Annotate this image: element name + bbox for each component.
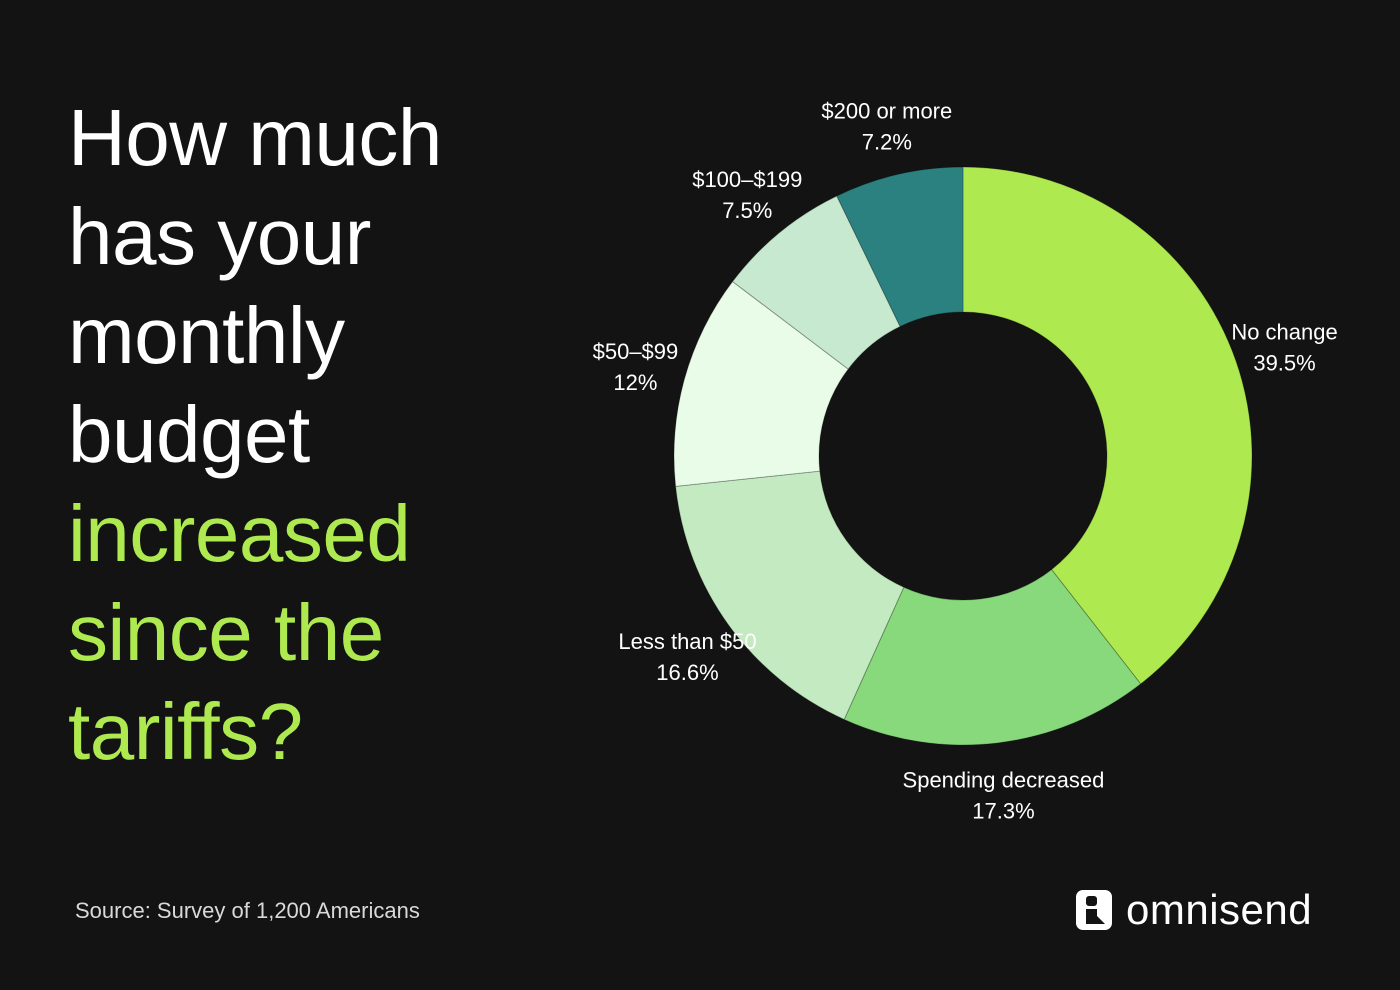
- slice-value-label: 12%: [613, 370, 657, 395]
- donut-labels: No change 39.5% Spending decreased 17.3% Les…: [593, 99, 1338, 824]
- headline-accent-line: tariffs?: [68, 687, 303, 776]
- slice-category-label: No change: [1231, 319, 1337, 344]
- slice-label: $100–$199 7.5%: [692, 167, 802, 223]
- donut-slice: [675, 470, 905, 721]
- headline: How much has your monthly budget increas…: [68, 88, 588, 781]
- slice-label: $50–$99 12%: [593, 339, 679, 395]
- slice-label: Spending decreased 17.3%: [903, 768, 1105, 824]
- slice-label: Less than $50 16.6%: [618, 629, 756, 685]
- slice-value-label: 39.5%: [1253, 350, 1315, 375]
- omnisend-logo-icon: [1076, 890, 1112, 930]
- source-note: Source: Survey of 1,200 Americans: [75, 898, 420, 923]
- brand-name: omnisend: [1126, 886, 1313, 933]
- headline-accent-line: since the: [68, 588, 384, 677]
- slice-category-label: Spending decreased: [903, 768, 1105, 793]
- donut-slice: [731, 195, 901, 370]
- slice-label: $200 or more 7.2%: [821, 99, 952, 155]
- donut-slice: [843, 568, 1142, 746]
- brand-logo: omnisend: [1076, 886, 1312, 934]
- headline-line: monthly: [68, 291, 345, 380]
- headline-accent-line: increased: [68, 489, 411, 578]
- headline-line: How much: [68, 93, 442, 182]
- slice-category-label: $100–$199: [692, 167, 802, 192]
- slice-category-label: $50–$99: [593, 339, 679, 364]
- headline-line: budget: [68, 390, 310, 479]
- headline-line: has your: [68, 192, 371, 281]
- slice-value-label: 7.2%: [862, 130, 912, 155]
- slice-value-label: 7.5%: [722, 198, 772, 223]
- slice-label: No change 39.5%: [1231, 319, 1337, 375]
- donut-slice: [836, 166, 964, 328]
- slice-category-label: Less than $50: [618, 629, 756, 654]
- donut-slice: [673, 280, 849, 487]
- slice-value-label: 16.6%: [656, 660, 718, 685]
- slice-value-label: 17.3%: [972, 799, 1034, 824]
- donut-slice: [962, 166, 1253, 685]
- slice-category-label: $200 or more: [821, 99, 952, 124]
- donut-slices: [673, 166, 1253, 746]
